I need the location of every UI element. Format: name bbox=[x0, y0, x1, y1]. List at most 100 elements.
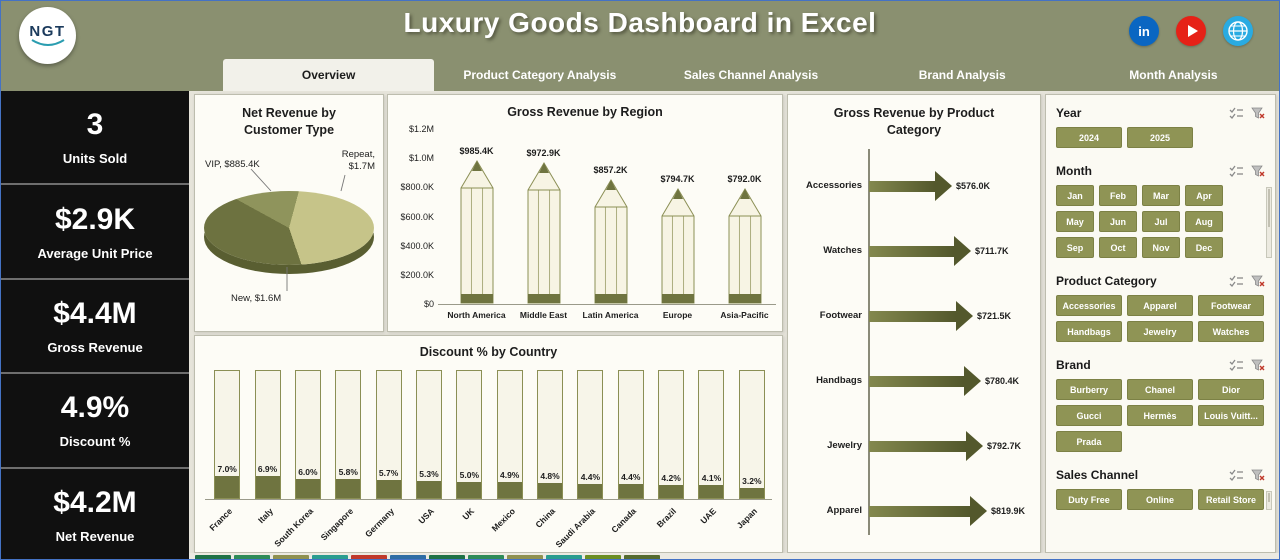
bar-value-label: $711.7K bbox=[975, 246, 1009, 256]
slicer-button-aug[interactable]: Aug bbox=[1185, 211, 1223, 232]
sheet-tab[interactable] bbox=[195, 554, 231, 559]
tab-overview[interactable]: Overview bbox=[223, 59, 435, 91]
arrow-shaft bbox=[869, 375, 964, 387]
discount-plot: 7.0% France 6.9% Italy 6.0% South Korea 5.8% Si… bbox=[195, 336, 782, 552]
scrollbar[interactable] bbox=[1266, 187, 1272, 258]
slicer-button-gucci[interactable]: Gucci bbox=[1056, 405, 1122, 426]
slicer-items: Burberry Chanel Dior Gucci Hermès Louis Vuitt… bbox=[1056, 379, 1265, 452]
slicer-button-retail-store[interactable]: Retail Store bbox=[1198, 489, 1264, 510]
tab-month-analysis[interactable]: Month Analysis bbox=[1129, 68, 1218, 82]
discount-bar-fill bbox=[618, 484, 643, 498]
sheet-tab[interactable] bbox=[390, 554, 426, 559]
slicer-button-apr[interactable]: Apr bbox=[1185, 185, 1223, 206]
slicer-button-mar[interactable]: Mar bbox=[1142, 185, 1180, 206]
sheet-tab[interactable] bbox=[351, 554, 387, 559]
slicer-button-jun[interactable]: Jun bbox=[1099, 211, 1137, 232]
clear-filter-icon[interactable] bbox=[1251, 359, 1265, 372]
kpi-card-gross-revenue: $4.4M Gross Revenue bbox=[1, 277, 189, 372]
slicer-header-icons bbox=[1229, 359, 1265, 372]
country-label: Canada bbox=[609, 506, 638, 535]
slicer-button-2024[interactable]: 2024 bbox=[1056, 127, 1122, 148]
x-axis-label: Asia-Pacific bbox=[720, 310, 769, 320]
sheet-tab-strip bbox=[189, 553, 1279, 559]
slicer-button-dior[interactable]: Dior bbox=[1198, 379, 1264, 400]
slicer-button-watches[interactable]: Watches bbox=[1198, 321, 1264, 342]
panel-gross-revenue-by-product-category: Gross Revenue by Product Category Access… bbox=[787, 94, 1041, 553]
sheet-tab[interactable] bbox=[312, 554, 348, 559]
slicer-button-prada[interactable]: Prada bbox=[1056, 431, 1122, 452]
slicer-button-handbags[interactable]: Handbags bbox=[1056, 321, 1122, 342]
slicer-button-herm-s[interactable]: Hermès bbox=[1127, 405, 1193, 426]
discount-bar-usa: 5.3% bbox=[415, 370, 442, 499]
tab-sales-channel-analysis[interactable]: Sales Channel Analysis bbox=[683, 68, 819, 82]
linkedin-icon[interactable]: in bbox=[1129, 16, 1159, 46]
slicer-header-icons bbox=[1229, 165, 1265, 178]
arrow-bar-apparel bbox=[869, 496, 987, 526]
clear-filter-icon[interactable] bbox=[1251, 275, 1265, 288]
slicer-button-accessories[interactable]: Accessories bbox=[1056, 295, 1122, 316]
slicer-button-chanel[interactable]: Chanel bbox=[1127, 379, 1193, 400]
kpi-card-units-sold: 3 Units Sold bbox=[1, 91, 189, 183]
tab-brand-analysis[interactable]: Brand Analysis bbox=[918, 68, 1006, 82]
slicer-button-apparel[interactable]: Apparel bbox=[1127, 295, 1193, 316]
sheet-tab[interactable] bbox=[429, 554, 465, 559]
scrollbar-thumb[interactable] bbox=[1268, 493, 1270, 503]
pencil-bar-latin-america bbox=[594, 179, 628, 309]
sheet-tab[interactable] bbox=[507, 554, 543, 559]
clear-filter-icon[interactable] bbox=[1251, 107, 1265, 120]
slicer-button-jewelry[interactable]: Jewelry bbox=[1127, 321, 1193, 342]
slicer-button-louis-vuitt[interactable]: Louis Vuitt... bbox=[1198, 405, 1264, 426]
slicer-button-burberry[interactable]: Burberry bbox=[1056, 379, 1122, 400]
slicer-button-2025[interactable]: 2025 bbox=[1127, 127, 1193, 148]
slicer-items: Jan Feb Mar Apr May Jun Jul Aug Sep Oct Nov Dec bbox=[1056, 185, 1265, 258]
multiselect-icon[interactable] bbox=[1229, 469, 1244, 482]
pencil-bar-north-america bbox=[460, 160, 494, 309]
discount-bar-saudi-arabia: 4.4% bbox=[577, 370, 604, 499]
arrow-head bbox=[970, 496, 987, 526]
discount-value-label: 5.8% bbox=[338, 467, 358, 477]
youtube-icon[interactable] bbox=[1176, 16, 1206, 46]
multiselect-icon[interactable] bbox=[1229, 359, 1244, 372]
slicer-button-may[interactable]: May bbox=[1056, 211, 1094, 232]
sheet-tab[interactable] bbox=[273, 554, 309, 559]
slicer-items: 2024 2025 bbox=[1056, 127, 1265, 148]
sheet-tab[interactable] bbox=[546, 554, 582, 559]
tab-product-category-analysis[interactable]: Product Category Analysis bbox=[463, 68, 617, 82]
scrollbar[interactable] bbox=[1266, 491, 1272, 510]
kpi-label: Discount % bbox=[59, 434, 131, 450]
panel-discount-by-country: Discount % by Country 7.0% France 6.9% Ital… bbox=[194, 335, 783, 553]
globe-icon[interactable] bbox=[1223, 16, 1253, 46]
clear-filter-icon[interactable] bbox=[1251, 469, 1265, 482]
discount-bar-uae: 4.1% bbox=[698, 370, 725, 499]
clear-filter-icon[interactable] bbox=[1251, 165, 1265, 178]
slicer-button-sep[interactable]: Sep bbox=[1056, 237, 1094, 258]
slicer-button-online[interactable]: Online bbox=[1127, 489, 1193, 510]
country-label: South Korea bbox=[272, 506, 315, 549]
arrow-shaft bbox=[869, 440, 966, 452]
pie-callout-new: New, $1.6M bbox=[231, 293, 282, 304]
discount-value-label: 5.7% bbox=[378, 468, 399, 478]
sheet-tab[interactable] bbox=[624, 554, 660, 559]
multiselect-icon[interactable] bbox=[1229, 107, 1244, 120]
multiselect-icon[interactable] bbox=[1229, 165, 1244, 178]
country-label: Germany bbox=[362, 506, 396, 540]
kpi-value: $2.9K bbox=[54, 202, 136, 236]
discount-bar-germany: 5.7% bbox=[375, 370, 402, 499]
slicer-button-jan[interactable]: Jan bbox=[1056, 185, 1094, 206]
sheet-tab[interactable] bbox=[468, 554, 504, 559]
slicer-button-jul[interactable]: Jul bbox=[1142, 211, 1180, 232]
slicer-button-duty-free[interactable]: Duty Free bbox=[1056, 489, 1122, 510]
slicer-button-feb[interactable]: Feb bbox=[1099, 185, 1137, 206]
slicer-button-dec[interactable]: Dec bbox=[1185, 237, 1223, 258]
sheet-tab[interactable] bbox=[585, 554, 621, 559]
pencil-bar-europe bbox=[661, 188, 695, 309]
slicer-button-oct[interactable]: Oct bbox=[1099, 237, 1137, 258]
tab-bar: Overview Product Category Analysis Sales C… bbox=[223, 59, 1279, 91]
slicer-items: Accessories Apparel Footwear Handbags Jewelr… bbox=[1056, 295, 1265, 342]
slicer-button-footwear[interactable]: Footwear bbox=[1198, 295, 1264, 316]
header bbox=[1, 1, 1279, 91]
multiselect-icon[interactable] bbox=[1229, 275, 1244, 288]
sheet-tab[interactable] bbox=[234, 554, 270, 559]
slicer-button-nov[interactable]: Nov bbox=[1142, 237, 1180, 258]
scrollbar-thumb[interactable] bbox=[1268, 189, 1270, 227]
